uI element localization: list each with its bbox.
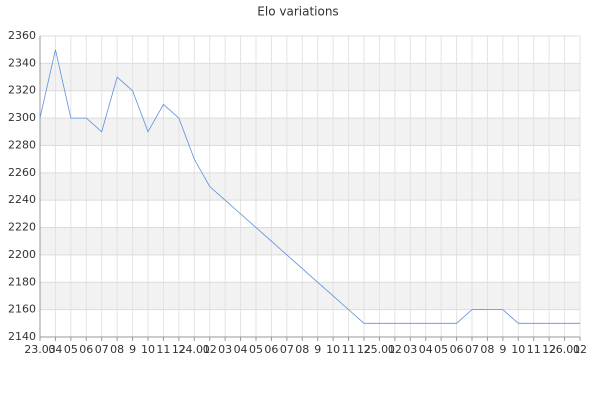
x-tick-label: 05 bbox=[249, 343, 263, 356]
x-tick-label: 11 bbox=[156, 343, 170, 356]
y-tick-label: 2180 bbox=[8, 275, 36, 288]
x-tick-label: 03 bbox=[403, 343, 417, 356]
x-tick-label: 05 bbox=[64, 343, 78, 356]
x-tick-label: 06 bbox=[450, 343, 464, 356]
y-tick-label: 2320 bbox=[8, 84, 36, 97]
x-tick-label: 25.01 bbox=[364, 343, 396, 356]
x-tick-label: 08 bbox=[480, 343, 494, 356]
y-tick-label: 2300 bbox=[8, 111, 36, 124]
chart-title: Elo variations bbox=[257, 5, 338, 19]
x-tick-label: 02 bbox=[203, 343, 217, 356]
x-tick-label: 10 bbox=[141, 343, 155, 356]
grid-band bbox=[40, 172, 580, 201]
grid-band bbox=[40, 63, 580, 91]
x-tick-label: 07 bbox=[280, 343, 294, 356]
x-tick-label: 9 bbox=[499, 343, 506, 356]
x-tick-label: 04 bbox=[48, 343, 62, 356]
y-tick-label: 2280 bbox=[8, 138, 36, 151]
y-tick-label: 2140 bbox=[8, 330, 36, 343]
x-tick-label: 07 bbox=[95, 343, 109, 356]
x-tick-label: 26.01 bbox=[549, 343, 581, 356]
x-tick-label: 05 bbox=[434, 343, 448, 356]
y-tick-label: 2200 bbox=[8, 248, 36, 261]
grid-band bbox=[40, 118, 580, 146]
x-tick-label: 02 bbox=[388, 343, 402, 356]
y-tick-label: 2340 bbox=[8, 56, 36, 69]
x-tick-label: 04 bbox=[419, 343, 433, 356]
x-tick-label: 11 bbox=[527, 343, 541, 356]
y-tick-label: 2360 bbox=[8, 29, 36, 42]
x-tick-label: 07 bbox=[465, 343, 479, 356]
x-tick-label: 10 bbox=[326, 343, 340, 356]
x-tick-label: 06 bbox=[79, 343, 93, 356]
grid-band bbox=[40, 282, 580, 310]
grid-band bbox=[40, 227, 580, 255]
line-series bbox=[39, 49, 580, 324]
x-tick-label: 10 bbox=[511, 343, 525, 356]
x-tick-label: 03 bbox=[218, 343, 232, 356]
x-tick-label: 02 bbox=[573, 343, 587, 356]
x-tick-label: 04 bbox=[234, 343, 248, 356]
x-tick-label: 12 bbox=[357, 343, 371, 356]
x-tick-label: 12 bbox=[542, 343, 556, 356]
y-tick-label: 2220 bbox=[8, 221, 36, 234]
x-tick-label: 12 bbox=[172, 343, 186, 356]
y-tick-label: 2260 bbox=[8, 166, 36, 179]
x-tick-label: 23.03 bbox=[24, 343, 56, 356]
x-tick-label: 08 bbox=[110, 343, 124, 356]
x-tick-label: 24.01 bbox=[179, 343, 211, 356]
x-tick-label: 11 bbox=[342, 343, 356, 356]
x-tick-label: 9 bbox=[129, 343, 136, 356]
x-tick-label: 08 bbox=[295, 343, 309, 356]
x-tick-label: 9 bbox=[314, 343, 321, 356]
y-tick-label: 2240 bbox=[8, 193, 36, 206]
y-tick-label: 2160 bbox=[8, 303, 36, 316]
x-tick-label: 06 bbox=[264, 343, 278, 356]
